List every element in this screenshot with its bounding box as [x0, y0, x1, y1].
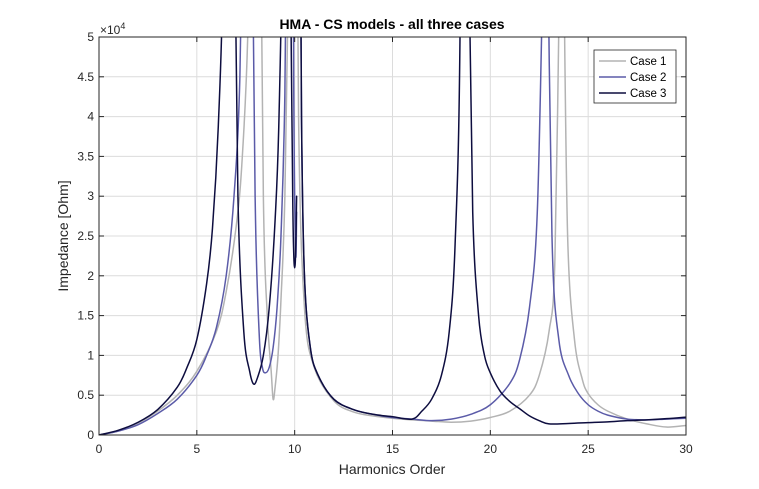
- x-tick-label: 15: [386, 442, 400, 456]
- grid-lines: [99, 37, 686, 435]
- y-tick-label: 3: [87, 189, 94, 203]
- x-tick-label: 20: [484, 442, 498, 456]
- series-line-segment: [468, 37, 686, 425]
- legend: Case 1 Case 2 Case 3: [593, 49, 677, 104]
- series-line-segment: [300, 37, 461, 421]
- legend-label-case-1: Case 1: [630, 56, 666, 68]
- series-case-3: [99, 37, 686, 435]
- chart-title: HMA - CS models - all three cases: [279, 16, 504, 32]
- y-tick-label: 2.5: [77, 229, 94, 243]
- series-lines: [99, 37, 686, 435]
- x-axis-label: Harmonics Order: [339, 461, 446, 477]
- x-tick-label: 0: [96, 442, 103, 456]
- x-tick-labels: 0 5 10 15 20 25 30: [96, 442, 693, 456]
- y-tick-label: 0: [87, 428, 94, 442]
- legend-label-case-3: Case 3: [630, 88, 666, 100]
- series-line-segment: [260, 37, 289, 401]
- x-tick-label: 25: [581, 442, 595, 456]
- series-line-segment: [99, 37, 223, 435]
- y-multiplier: ×104: [100, 21, 125, 37]
- series-line-segment: [99, 37, 242, 435]
- y-tick-label: 4: [87, 110, 94, 124]
- x-tick-label: 30: [679, 442, 693, 456]
- series-line-segment: [252, 37, 287, 374]
- series-line-segment: [234, 37, 282, 386]
- series-line-segment: [99, 37, 249, 435]
- y-tick-label: 3.5: [77, 149, 94, 163]
- x-tick-label: 10: [288, 442, 302, 456]
- y-tick-label: 0.5: [77, 388, 94, 402]
- series-line-segment: [290, 37, 298, 269]
- y-tick-labels: 0 0.5 1 1.5 2 2.5 3 3.5 4 4.5 5: [77, 30, 94, 442]
- legend-label-case-2: Case 2: [630, 72, 666, 84]
- y-tick-label: 1: [87, 348, 94, 362]
- y-tick-label: 1.5: [77, 309, 94, 323]
- axis-ticks: [98, 36, 687, 436]
- y-tick-label: 5: [87, 30, 94, 44]
- y-axis-label: Impedance [Ohm]: [55, 180, 71, 291]
- y-tick-label: 2: [87, 269, 94, 283]
- x-tick-label: 5: [193, 442, 200, 456]
- series-line-segment: [563, 37, 686, 428]
- y-tick-label: 4.5: [77, 70, 94, 84]
